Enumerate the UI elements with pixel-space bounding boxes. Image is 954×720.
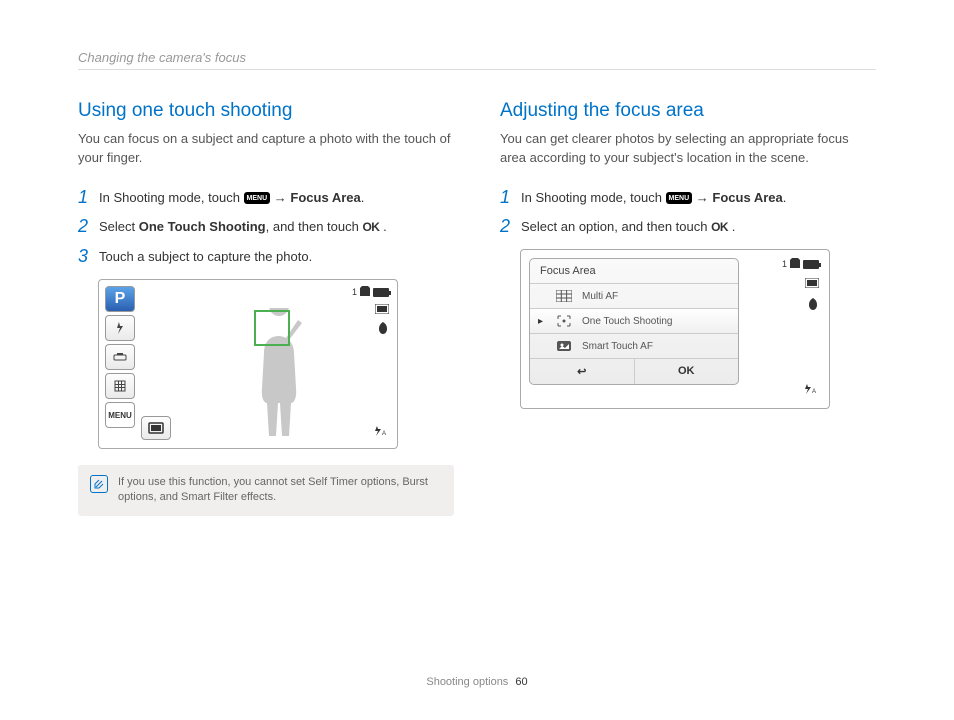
shots-battery-row: 1: [782, 258, 819, 270]
note-text: If you use this function, you cannot set…: [118, 475, 442, 506]
step-number: 1: [500, 188, 514, 208]
timer-icon: [113, 352, 127, 362]
menu-icon: MENU: [244, 192, 271, 204]
flash-button[interactable]: [105, 315, 135, 341]
ois-icon: [377, 322, 389, 338]
section-intro-focus-area: You can get clearer photos by selecting …: [500, 130, 876, 168]
focus-status-indicators: 1: [782, 258, 819, 314]
focus-button[interactable]: [105, 373, 135, 399]
step-text: In Shooting mode, touch MENU → Focus Are…: [521, 188, 876, 208]
step-text: Touch a subject to capture the photo.: [99, 247, 454, 267]
option-label: Smart Touch AF: [582, 341, 653, 352]
page-footer: Shooting options 60: [0, 676, 954, 688]
step-pre: Select: [99, 219, 139, 234]
display-toggle-button[interactable]: [141, 416, 171, 440]
step-pre: In Shooting mode, touch: [99, 190, 244, 205]
focus-area-figure: Focus Area Multi AF One Touch Shooting S…: [520, 249, 830, 409]
battery-icon: [373, 288, 389, 297]
left-column: Using one touch shooting You can focus o…: [78, 100, 454, 516]
multi-af-icon: [556, 290, 572, 302]
focus-indicator-box: [254, 310, 290, 346]
step-post: .: [728, 219, 735, 234]
option-label: Multi AF: [582, 291, 618, 302]
step-1-right: 1 In Shooting mode, touch MENU → Focus A…: [500, 188, 876, 208]
shots-battery-row: 1: [352, 286, 389, 298]
step-1-left: 1 In Shooting mode, touch MENU → Focus A…: [78, 188, 454, 208]
section-title-one-touch: Using one touch shooting: [78, 100, 454, 122]
aspect-icon: [375, 304, 389, 316]
step-text: In Shooting mode, touch MENU → Focus Are…: [99, 188, 454, 208]
two-column-layout: Using one touch shooting You can focus o…: [78, 100, 876, 516]
step-post: .: [783, 190, 787, 205]
shots-remaining: 1: [782, 259, 787, 269]
svg-text:A: A: [382, 431, 386, 437]
section-intro-one-touch: You can focus on a subject and capture a…: [78, 130, 454, 168]
timer-button[interactable]: [105, 344, 135, 370]
focus-grid-icon: [114, 380, 126, 392]
display-icon: [148, 422, 164, 434]
steps-list-right: 1 In Shooting mode, touch MENU → Focus A…: [500, 188, 876, 238]
camera-preview-figure: P MENU: [98, 279, 398, 449]
breadcrumb: Changing the camera's focus: [78, 50, 876, 70]
page-number: 60: [515, 676, 527, 688]
arrow-icon: →: [692, 190, 712, 205]
svg-text:A: A: [812, 389, 816, 395]
one-touch-icon: [556, 315, 572, 327]
sd-icon: [360, 286, 370, 298]
step-2-left: 2 Select One Touch Shooting, and then to…: [78, 217, 454, 237]
option-multi-af[interactable]: Multi AF: [530, 284, 738, 309]
manual-page: Changing the camera's focus Using one to…: [0, 0, 954, 516]
step-post: .: [361, 190, 365, 205]
step-2-right: 2 Select an option, and then touch OK .: [500, 217, 876, 237]
step-number: 1: [78, 188, 92, 208]
step-pre: In Shooting mode, touch: [521, 190, 666, 205]
option-smart-touch[interactable]: Smart Touch AF: [530, 334, 738, 359]
ok-button[interactable]: OK: [635, 359, 739, 384]
step-number: 2: [78, 217, 92, 237]
step-bold: Focus Area: [712, 190, 782, 205]
step-number: 3: [78, 247, 92, 267]
option-label: One Touch Shooting: [582, 316, 672, 327]
battery-icon: [803, 260, 819, 269]
aspect-icon: [805, 278, 819, 290]
step-3-left: 3 Touch a subject to capture the photo.: [78, 247, 454, 267]
arrow-icon: →: [270, 190, 290, 205]
step-text: Select One Touch Shooting, and then touc…: [99, 217, 454, 237]
menu-icon: MENU: [666, 192, 693, 204]
shots-remaining: 1: [352, 287, 357, 297]
sd-icon: [790, 258, 800, 270]
focus-panel-title: Focus Area: [530, 259, 738, 284]
smart-touch-icon: [556, 340, 572, 352]
flash-auto-indicator: A: [373, 426, 387, 440]
right-column: Adjusting the focus area You can get cle…: [500, 100, 876, 516]
step-number: 2: [500, 217, 514, 237]
back-button[interactable]: ↩: [530, 359, 635, 384]
note-box: If you use this function, you cannot set…: [78, 465, 454, 516]
camera-status-indicators: 1: [352, 286, 389, 338]
mode-p-button[interactable]: P: [105, 286, 135, 312]
focus-area-panel: Focus Area Multi AF One Touch Shooting S…: [529, 258, 739, 385]
flash-icon: [114, 322, 126, 334]
section-title-focus-area: Adjusting the focus area: [500, 100, 876, 122]
step-text: Select an option, and then touch OK .: [521, 217, 876, 237]
step-pre: Select an option, and then touch: [521, 219, 711, 234]
footer-section: Shooting options: [426, 676, 508, 688]
camera-left-toolbar: P MENU: [105, 286, 135, 428]
focus-panel-actions: ↩ OK: [530, 359, 738, 384]
ok-icon: OK: [362, 220, 379, 234]
step-post: .: [379, 219, 386, 234]
step-bold: One Touch Shooting: [139, 219, 266, 234]
step-bold: Focus Area: [290, 190, 360, 205]
menu-button[interactable]: MENU: [105, 402, 135, 428]
note-icon: [90, 475, 108, 493]
steps-list-left: 1 In Shooting mode, touch MENU → Focus A…: [78, 188, 454, 267]
option-one-touch[interactable]: One Touch Shooting: [530, 309, 738, 334]
ois-icon: [807, 298, 819, 314]
ok-icon: OK: [711, 220, 728, 234]
flash-auto-indicator: A: [803, 384, 817, 398]
step-mid: , and then touch: [266, 219, 363, 234]
